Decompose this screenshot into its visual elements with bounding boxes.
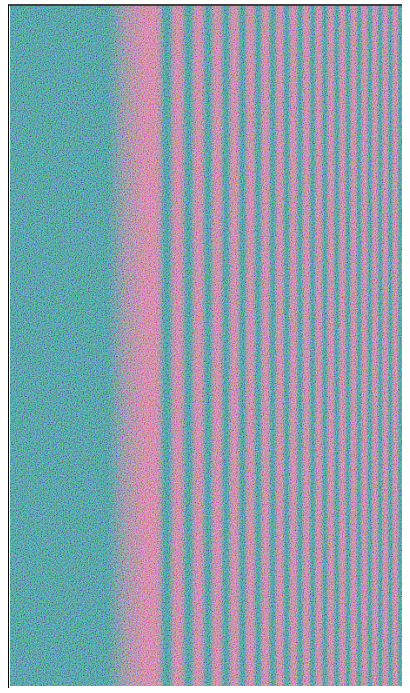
page: (() => { const data = JSON.parse(documen…	[0, 0, 410, 693]
noise-grain	[10, 6, 402, 686]
noise-image	[0, 0, 410, 693]
